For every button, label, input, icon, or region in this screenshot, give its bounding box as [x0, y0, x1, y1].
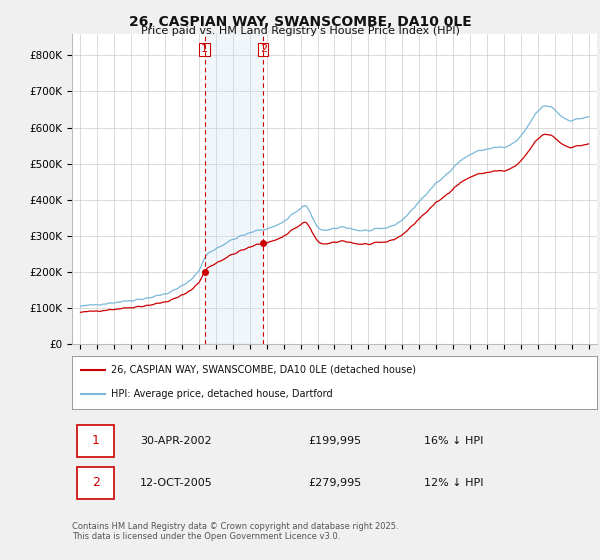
Text: 2: 2 — [92, 477, 100, 489]
Text: 16% ↓ HPI: 16% ↓ HPI — [424, 436, 483, 446]
Text: £279,995: £279,995 — [308, 478, 361, 488]
Text: 26, CASPIAN WAY, SWANSCOMBE, DA10 0LE: 26, CASPIAN WAY, SWANSCOMBE, DA10 0LE — [128, 15, 472, 29]
FancyBboxPatch shape — [77, 425, 114, 457]
Text: 12% ↓ HPI: 12% ↓ HPI — [424, 478, 483, 488]
Text: 26, CASPIAN WAY, SWANSCOMBE, DA10 0LE (detached house): 26, CASPIAN WAY, SWANSCOMBE, DA10 0LE (d… — [112, 365, 416, 375]
Text: 2: 2 — [260, 44, 267, 54]
Text: 1: 1 — [201, 44, 208, 54]
Text: 1: 1 — [92, 435, 100, 447]
Text: Contains HM Land Registry data © Crown copyright and database right 2025.
This d: Contains HM Land Registry data © Crown c… — [72, 522, 398, 542]
FancyBboxPatch shape — [77, 467, 114, 499]
Bar — [205, 34, 263, 344]
Text: Price paid vs. HM Land Registry's House Price Index (HPI): Price paid vs. HM Land Registry's House … — [140, 26, 460, 36]
Text: HPI: Average price, detached house, Dartford: HPI: Average price, detached house, Dart… — [112, 389, 333, 399]
Text: £199,995: £199,995 — [308, 436, 361, 446]
Text: 12-OCT-2005: 12-OCT-2005 — [140, 478, 213, 488]
Text: 30-APR-2002: 30-APR-2002 — [140, 436, 212, 446]
